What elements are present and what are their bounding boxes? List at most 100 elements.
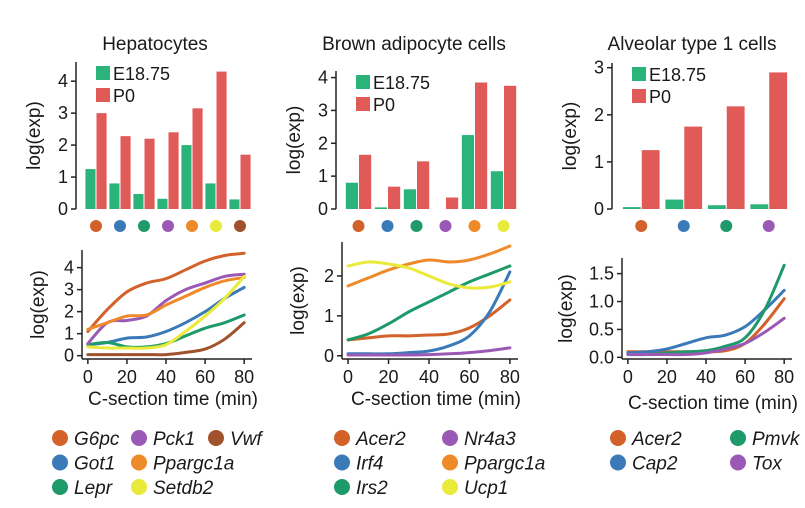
y-tick-label: 1 <box>58 167 68 187</box>
bar-p0-tox <box>769 72 788 209</box>
legend-dot-cap2 <box>610 454 626 471</box>
legend-swatch-e18-75 <box>356 75 370 89</box>
bar-p0-pmvk <box>726 106 745 209</box>
y-tick-label: 4 <box>318 68 328 88</box>
category-dot-irf4 <box>381 220 394 232</box>
alveolar-type1-gene-legend: Acer2 Cap2 Pmvk Tox <box>610 429 801 475</box>
bar-p0-vwf <box>240 154 251 209</box>
legend-dot-irs2 <box>334 479 350 495</box>
series-line-ucp1 <box>346 260 512 290</box>
legend-label-e18-75: E18.75 <box>113 64 170 84</box>
y-tick-label: 0 <box>64 346 74 366</box>
bar-e18-75-g6pc <box>85 169 96 209</box>
series-line-tox <box>626 316 786 357</box>
legend-label-p0: P0 <box>373 95 395 115</box>
x-tick-label: 40 <box>696 367 716 387</box>
y-tick-label: 0 <box>594 199 604 219</box>
y-axis-label: log(exp) <box>284 106 305 175</box>
legend-swatch-p0 <box>96 88 110 102</box>
category-dot-irs2 <box>410 220 423 232</box>
bar-e18-75-tox <box>750 204 769 209</box>
x-axis-label: C-section time (min) <box>88 389 258 410</box>
y-tick-label: 3 <box>64 280 74 300</box>
legend-dot-tox <box>730 454 746 471</box>
bar-p0-g6pc <box>96 113 107 209</box>
bar-p0-cap2 <box>684 126 703 209</box>
bar-e18-75-lepr <box>133 193 144 209</box>
y-axis-label: log(exp) <box>24 101 45 170</box>
bar-p0-got1 <box>120 136 131 209</box>
legend-gene-g6pc: G6pc <box>74 429 120 450</box>
bar-p0-acer2 <box>359 154 372 209</box>
bar-p0-acer2 <box>641 150 660 209</box>
legend-gene-pmvk: Pmvk <box>752 429 801 450</box>
legend-dot-setdb2 <box>131 479 147 495</box>
legend-gene-nr4a3: Nr4a3 <box>464 429 516 450</box>
x-tick-label: 80 <box>500 367 520 387</box>
category-dot-setdb2 <box>210 220 222 232</box>
legend-dot-irf4 <box>334 454 350 471</box>
bar-e18-75-ucp1 <box>490 171 503 209</box>
legend-dot-nr4a3 <box>442 430 458 446</box>
category-dot-tox <box>762 220 775 232</box>
legend-dot-acer2 <box>334 430 350 446</box>
legend-dot-acer2 <box>610 430 626 446</box>
panel-title: Hepatocytes <box>102 34 208 55</box>
alveolar-type1-bar-panel: Alveolar type 1 cells 0 1 2 3 log(exp) E18.75P… <box>560 34 788 232</box>
legend-dot-got1 <box>52 454 68 471</box>
y-tick-label: 3 <box>58 103 68 123</box>
legend-gene-acer2: Acer2 <box>355 429 406 450</box>
x-tick-label: 0 <box>623 367 633 387</box>
legend-swatch-p0 <box>632 89 646 103</box>
legend-gene-ppargc1a: Ppargc1a <box>464 454 545 475</box>
panel-title: Brown adipocyte cells <box>322 34 506 55</box>
bar-e18-75-ppargc1a <box>461 135 474 209</box>
legend-gene-tox: Tox <box>752 454 783 475</box>
category-dot-lepr <box>138 220 150 232</box>
legend-gene-cap2: Cap2 <box>632 454 678 475</box>
x-tick-label: 40 <box>156 367 176 387</box>
bar-p0-lepr <box>144 138 155 209</box>
legend-dot-vwf <box>208 430 224 446</box>
bar-p0-ucp1 <box>504 85 517 209</box>
legend-label-p0: P0 <box>649 87 671 107</box>
category-dot-ucp1 <box>497 220 510 232</box>
x-tick-label: 0 <box>83 367 93 387</box>
panel-title: Alveolar type 1 cells <box>608 34 777 55</box>
bar-e18-75-cap2 <box>665 199 684 209</box>
category-dot-ppargc1a <box>468 220 481 232</box>
x-tick-label: 40 <box>419 367 439 387</box>
y-tick-label: 4 <box>64 258 74 278</box>
y-tick-label: 1.0 <box>589 292 614 312</box>
hepatocytes-gene-legend: G6pc Got1 Lepr Pck1 Ppargc1a Setdb2 Vwf <box>52 429 263 499</box>
y-tick-label: 2 <box>318 133 328 153</box>
category-dot-acer2 <box>352 220 365 232</box>
y-tick-label: 1.5 <box>589 264 614 284</box>
y-tick-label: 0 <box>318 199 328 219</box>
y-tick-label: 3 <box>594 58 604 78</box>
y-tick-label: 1 <box>318 166 328 186</box>
bar-p0-nr4a3 <box>446 197 459 209</box>
legend-gene-setdb2: Setdb2 <box>153 478 214 499</box>
series-line-setdb2 <box>86 274 246 350</box>
x-tick-label: 20 <box>379 367 399 387</box>
legend-swatch-e18-75 <box>632 67 646 81</box>
bar-e18-75-setdb2 <box>205 183 216 209</box>
series-line-cap2 <box>626 288 786 355</box>
series-line-ppargc1a <box>346 244 512 288</box>
bar-e18-75-vwf <box>229 199 240 209</box>
bar-e18-75-pmvk <box>707 205 726 209</box>
y-axis-label: log(exp) <box>560 102 581 171</box>
x-tick-label: 80 <box>234 367 254 387</box>
bar-e18-75-got1 <box>109 183 120 209</box>
series-line-pmvk <box>626 263 786 357</box>
bar-p0-ppargc1a <box>192 108 203 209</box>
alveolar-type1-line-panel: 0.0 0.5 1.0 1.5 0 20 40 60 80 log(exp) C-section t… <box>556 258 798 414</box>
y-tick-label: 0 <box>58 199 68 219</box>
y-tick-label: 2 <box>324 266 334 286</box>
bar-e18-75-irf4 <box>374 207 387 209</box>
x-tick-label: 60 <box>735 367 755 387</box>
legend-gene-irf4: Irf4 <box>356 454 383 475</box>
